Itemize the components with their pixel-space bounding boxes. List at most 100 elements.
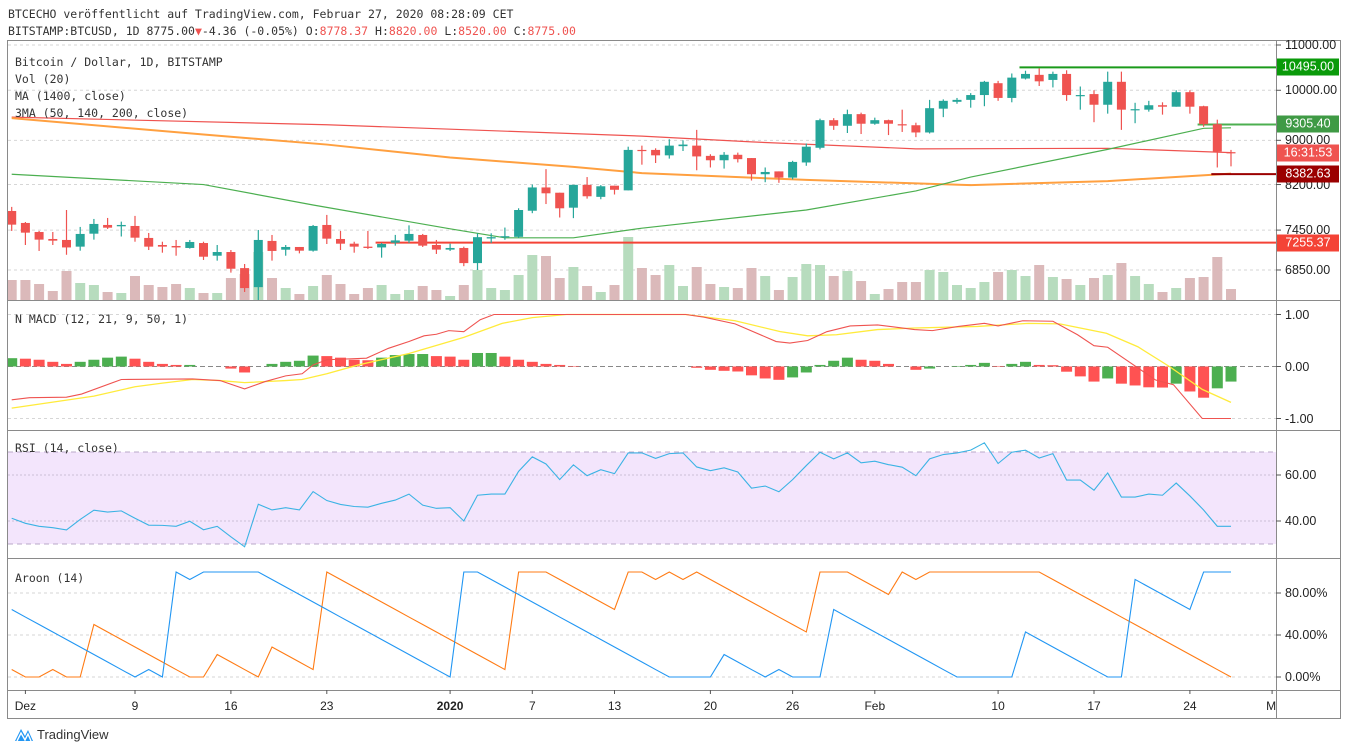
candle[interactable] [418,233,428,247]
candle[interactable] [774,171,784,183]
candle[interactable] [870,117,880,125]
candle[interactable] [1075,86,1085,110]
candle[interactable] [48,232,58,245]
candle[interactable] [829,118,839,130]
candle[interactable] [308,224,318,252]
candle[interactable] [1048,71,1058,88]
candle[interactable] [34,230,44,251]
candle[interactable] [445,243,455,251]
candle[interactable] [760,167,770,183]
candle[interactable] [1158,102,1167,115]
legend-aroon[interactable]: Aroon (14) [15,571,85,585]
price-pane[interactable] [7,44,1276,300]
candle[interactable] [1144,100,1154,112]
candle[interactable] [486,233,496,244]
candle[interactable] [719,152,729,169]
candle[interactable] [705,154,715,168]
candle[interactable] [514,208,524,238]
candle[interactable] [842,109,852,133]
candle[interactable] [116,221,126,237]
candle[interactable] [897,109,907,132]
tradingview-logo[interactable]: TradingView [14,726,109,742]
candle[interactable] [171,239,181,256]
candle[interactable] [568,184,578,219]
candle[interactable] [240,263,250,292]
candle[interactable] [431,239,441,254]
candle[interactable] [322,214,332,245]
candle[interactable] [1185,90,1195,114]
candle[interactable] [664,139,674,159]
candle[interactable] [294,246,304,254]
candle[interactable] [473,233,482,270]
candle[interactable] [637,145,647,165]
candle[interactable] [952,97,962,104]
candle[interactable] [623,146,633,191]
candle[interactable] [596,185,606,200]
candle[interactable] [747,158,756,181]
candle[interactable] [555,192,565,218]
candle[interactable] [651,148,661,164]
candle[interactable] [884,119,893,136]
candle[interactable] [62,209,71,255]
candle[interactable] [979,80,989,107]
legend-rsi[interactable]: RSI (14, close) [15,441,119,455]
bar-countdown-badge[interactable]: 16:31:53 [1277,144,1339,162]
candle[interactable] [993,80,1003,101]
candle[interactable] [185,239,195,249]
candle[interactable] [212,244,222,261]
candle[interactable] [1226,149,1236,167]
price-level-badge[interactable]: 10495.00 [1277,58,1339,76]
legend-ma[interactable]: MA (1400, close) [15,89,126,103]
candle[interactable] [20,222,30,245]
candle[interactable] [925,99,935,134]
candle[interactable] [349,241,359,253]
candle[interactable] [1199,105,1209,127]
candle[interactable] [144,232,154,251]
candle[interactable] [1116,71,1126,130]
candle[interactable] [1007,73,1017,103]
candle[interactable] [527,184,537,214]
candle[interactable] [89,218,99,240]
candle[interactable] [1130,102,1140,124]
aroon-pane[interactable] [8,571,1276,678]
price-level-badge[interactable]: 7255.37 [1277,234,1339,252]
candle[interactable] [815,118,825,150]
legend-symbol[interactable]: Bitcoin / Dollar, 1D, BITSTAMP [15,55,223,69]
candle[interactable] [226,250,236,273]
candle[interactable] [692,129,702,171]
candle[interactable] [103,217,113,229]
candle[interactable] [1021,70,1030,80]
candle[interactable] [1034,68,1044,87]
legend-3ma[interactable]: 3MA (50, 140, 200, close) [15,106,189,120]
candle[interactable] [1212,119,1222,168]
candle[interactable] [966,93,976,108]
candle[interactable] [801,143,811,166]
price-level-badge[interactable]: 9305.40 [1277,115,1339,133]
candle[interactable] [336,230,345,251]
candle[interactable] [267,234,277,261]
legend-volume[interactable]: Vol (20) [15,72,71,86]
rsi-pane[interactable] [8,442,1276,548]
candle[interactable] [199,241,208,260]
candle[interactable] [1103,71,1113,114]
candle[interactable] [678,140,688,151]
candle[interactable] [1089,90,1099,123]
macd-pane[interactable] [6,313,1276,420]
candle[interactable] [610,185,619,195]
candle[interactable] [459,246,469,267]
candle[interactable] [390,234,400,246]
candle[interactable] [404,225,414,244]
candle[interactable] [130,215,140,242]
legend-macd[interactable]: N MACD (12, 21, 9, 50, 1) [15,312,189,326]
candle[interactable] [500,227,510,240]
candle[interactable] [75,226,85,251]
candle[interactable] [788,160,798,180]
candle[interactable] [377,243,387,258]
price-level-badge[interactable]: 8382.63 [1277,165,1339,183]
candle[interactable] [856,112,866,135]
candle[interactable] [582,177,592,199]
candle[interactable] [938,99,948,118]
candle[interactable] [733,152,743,163]
candle[interactable] [7,206,17,231]
